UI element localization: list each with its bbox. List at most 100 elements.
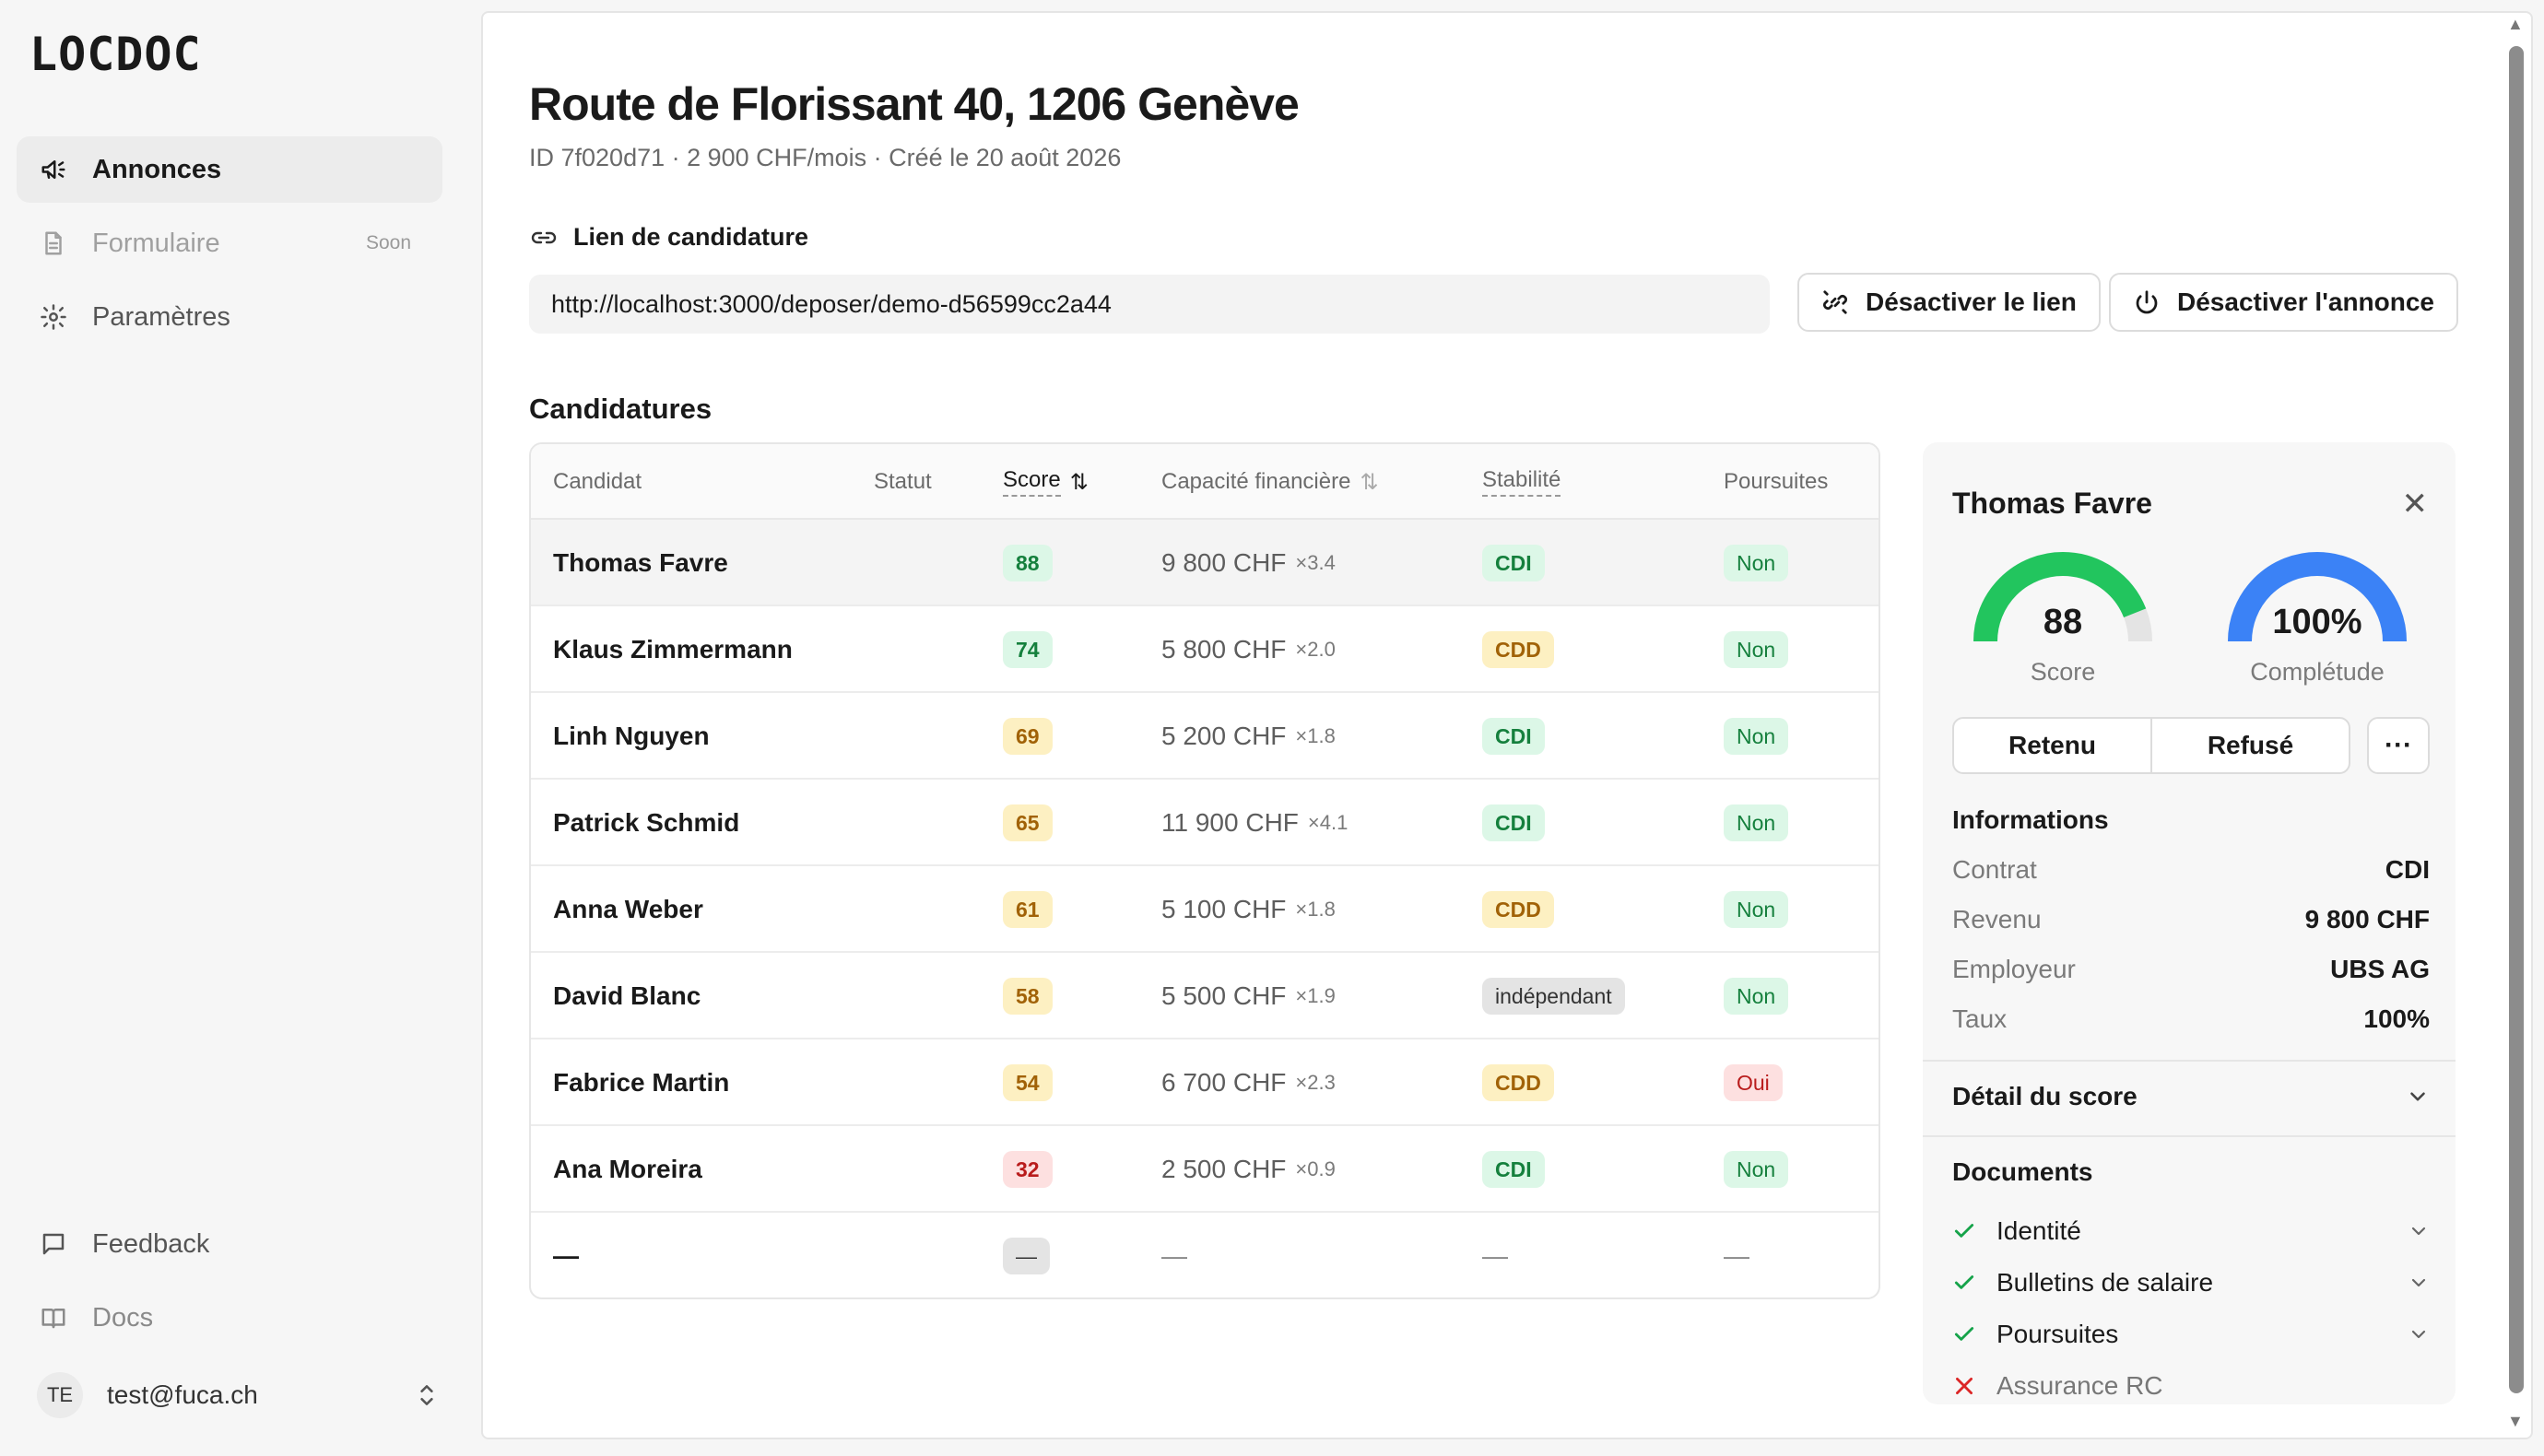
income-multiplier: ×1.9 (1295, 984, 1336, 1007)
scrollbar[interactable]: ▲ ▼ (2503, 13, 2529, 1438)
pursuits-badge: Non (1724, 804, 1789, 841)
book-icon (39, 1303, 68, 1333)
info-row: Revenu 9 800 CHF (1952, 905, 2430, 933)
chevron-down-icon (2406, 1085, 2430, 1109)
stability-cell: CDD (1482, 866, 1554, 953)
sidebar-item-annonces[interactable]: Annonces (17, 136, 442, 203)
stability-cell: indépendant (1482, 953, 1625, 1039)
table-row[interactable]: Fabrice Martin 54 6 700 CHF ×2.3 CDD Oui (531, 1039, 1879, 1126)
application-link-field[interactable] (529, 275, 1770, 334)
pursuits-badge: Oui (1724, 1064, 1783, 1101)
applications-title: Candidatures (529, 393, 713, 425)
income-multiplier: ×1.8 (1295, 724, 1336, 747)
score-value: 88 (2043, 603, 2083, 641)
column-score[interactable]: Score ⇅ (1003, 444, 1089, 520)
sidebar: LOCDOC Annonces Formulaire Soon Paramètr… (0, 0, 479, 1456)
main-content: Route de Florissant 40, 1206 Genève ID 7… (481, 11, 2533, 1439)
capacity-cell: 5 500 CHF ×1.9 (1161, 981, 1336, 1010)
candidate-name: Thomas Favre (1952, 487, 2152, 520)
score-badge: 88 (1003, 545, 1053, 581)
pursuits-badge: Non (1724, 978, 1789, 1015)
disable-link-button[interactable]: Désactiver le lien (1797, 273, 2101, 332)
pursuits-badge: Non (1724, 1151, 1789, 1188)
power-icon (2133, 288, 2161, 316)
candidate-name-cell: Anna Weber (553, 895, 703, 923)
scroll-up-arrow[interactable]: ▲ (2507, 15, 2524, 33)
pursuits-badge: Non (1724, 891, 1789, 928)
sidebar-item-docs[interactable]: Docs (17, 1285, 442, 1351)
pursuits-cell: — (1724, 1241, 1749, 1270)
avatar: TE (37, 1372, 83, 1418)
pursuits-badge: Non (1724, 718, 1789, 755)
disable-listing-button[interactable]: Désactiver l'annonce (2109, 273, 2459, 332)
score-detail-accordion[interactable]: Détail du score (1952, 1082, 2430, 1111)
document-row[interactable]: Identité (1952, 1213, 2430, 1250)
table-row[interactable]: David Blanc 58 5 500 CHF ×1.9 indépendant Non (531, 953, 1879, 1039)
refused-button[interactable]: Refusé (2207, 731, 2294, 759)
stability-badge: CDI (1482, 718, 1545, 755)
completeness-gauge-arc (2228, 552, 2407, 642)
table-row[interactable]: — — — — — (531, 1213, 1879, 1297)
unlink-icon (1821, 288, 1849, 316)
capacity-cell: — (1161, 1241, 1187, 1270)
income-multiplier: ×1.8 (1295, 898, 1336, 921)
stability-badge: CDI (1482, 804, 1545, 841)
close-icon[interactable]: ✕ (2401, 487, 2429, 522)
sidebar-item-label: Annonces (92, 154, 222, 184)
table-row[interactable]: Ana Moreira 32 2 500 CHF ×0.9 CDI Non (531, 1126, 1879, 1213)
pursuits-cell: Oui (1724, 1039, 1783, 1126)
decision-toggle: Retenu Refusé (1952, 717, 2350, 774)
table-row[interactable]: Anna Weber 61 5 100 CHF ×1.8 CDD Non (531, 866, 1879, 953)
table-row[interactable]: Patrick Schmid 65 11 900 CHF ×4.1 CDI Non (531, 780, 1879, 866)
chevron-updown-icon (415, 1381, 439, 1409)
stability-cell: CDI (1482, 1126, 1545, 1213)
app-logo: LOCDOC (29, 28, 202, 81)
candidate-name-cell: Fabrice Martin (553, 1068, 730, 1097)
stability-cell: CDD (1482, 1039, 1554, 1126)
chat-bubble-icon (39, 1229, 68, 1259)
sidebar-item-feedback[interactable]: Feedback (17, 1211, 442, 1277)
listing-meta: ID 7f020d71 · 2 900 CHF/mois · Créé le 2… (529, 144, 1122, 171)
document-row[interactable]: Assurance RC (1952, 1368, 2430, 1404)
cross-icon (1952, 1374, 1996, 1398)
retained-button[interactable]: Retenu (1954, 719, 2152, 772)
score-cell: 74 (1003, 606, 1053, 693)
score-badge: 69 (1003, 718, 1053, 755)
candidate-name-cell: Patrick Schmid (553, 808, 740, 837)
column-candidate: Candidat (553, 469, 642, 494)
sidebar-item-label: Formulaire (92, 228, 220, 258)
scroll-thumb[interactable] (2509, 46, 2524, 1393)
score-cell: 65 (1003, 780, 1053, 866)
table-row[interactable]: Thomas Favre 88 9 800 CHF ×3.4 CDI Non (531, 520, 1879, 606)
stability-badge: CDD (1482, 891, 1554, 928)
gear-icon (39, 302, 68, 332)
sort-icon[interactable]: ⇅ (1360, 469, 1379, 495)
divider (1923, 1135, 2456, 1137)
sidebar-item-parametres[interactable]: Paramètres (17, 284, 442, 350)
sidebar-item-formulaire[interactable]: Formulaire Soon (17, 210, 442, 276)
sidebar-item-label: Feedback (92, 1228, 210, 1259)
table-row[interactable]: Linh Nguyen 69 5 200 CHF ×1.8 CDI Non (531, 693, 1879, 780)
soon-badge: Soon (365, 232, 411, 253)
user-menu[interactable]: TE test@fuca.ch (37, 1368, 442, 1423)
stability-cell: CDI (1482, 693, 1545, 780)
document-row[interactable]: Poursuites (1952, 1316, 2430, 1353)
score-cell: 58 (1003, 953, 1053, 1039)
completeness-value: 100% (2272, 603, 2362, 641)
more-options-button[interactable]: ··· (2367, 717, 2430, 774)
column-capacity[interactable]: Capacité financière ⇅ (1161, 469, 1379, 495)
score-cell: — (1003, 1213, 1050, 1297)
sort-icon[interactable]: ⇅ (1069, 469, 1089, 495)
pursuits-cell: Non (1724, 1126, 1789, 1213)
column-stability: Stabilité (1482, 444, 1561, 520)
column-status: Statut (874, 469, 932, 494)
scroll-down-arrow[interactable]: ▼ (2507, 1412, 2524, 1430)
document-row[interactable]: Bulletins de salaire (1952, 1264, 2430, 1301)
score-cell: 69 (1003, 693, 1053, 780)
candidate-name-cell: David Blanc (553, 981, 701, 1010)
table-row[interactable]: Klaus Zimmermann 74 5 800 CHF ×2.0 CDD Non (531, 606, 1879, 693)
info-row: Contrat CDI (1952, 855, 2430, 884)
capacity-cell: 5 800 CHF ×2.0 (1161, 635, 1336, 663)
stability-cell: CDD (1482, 606, 1554, 693)
capacity-cell: 11 900 CHF ×4.1 (1161, 808, 1349, 837)
